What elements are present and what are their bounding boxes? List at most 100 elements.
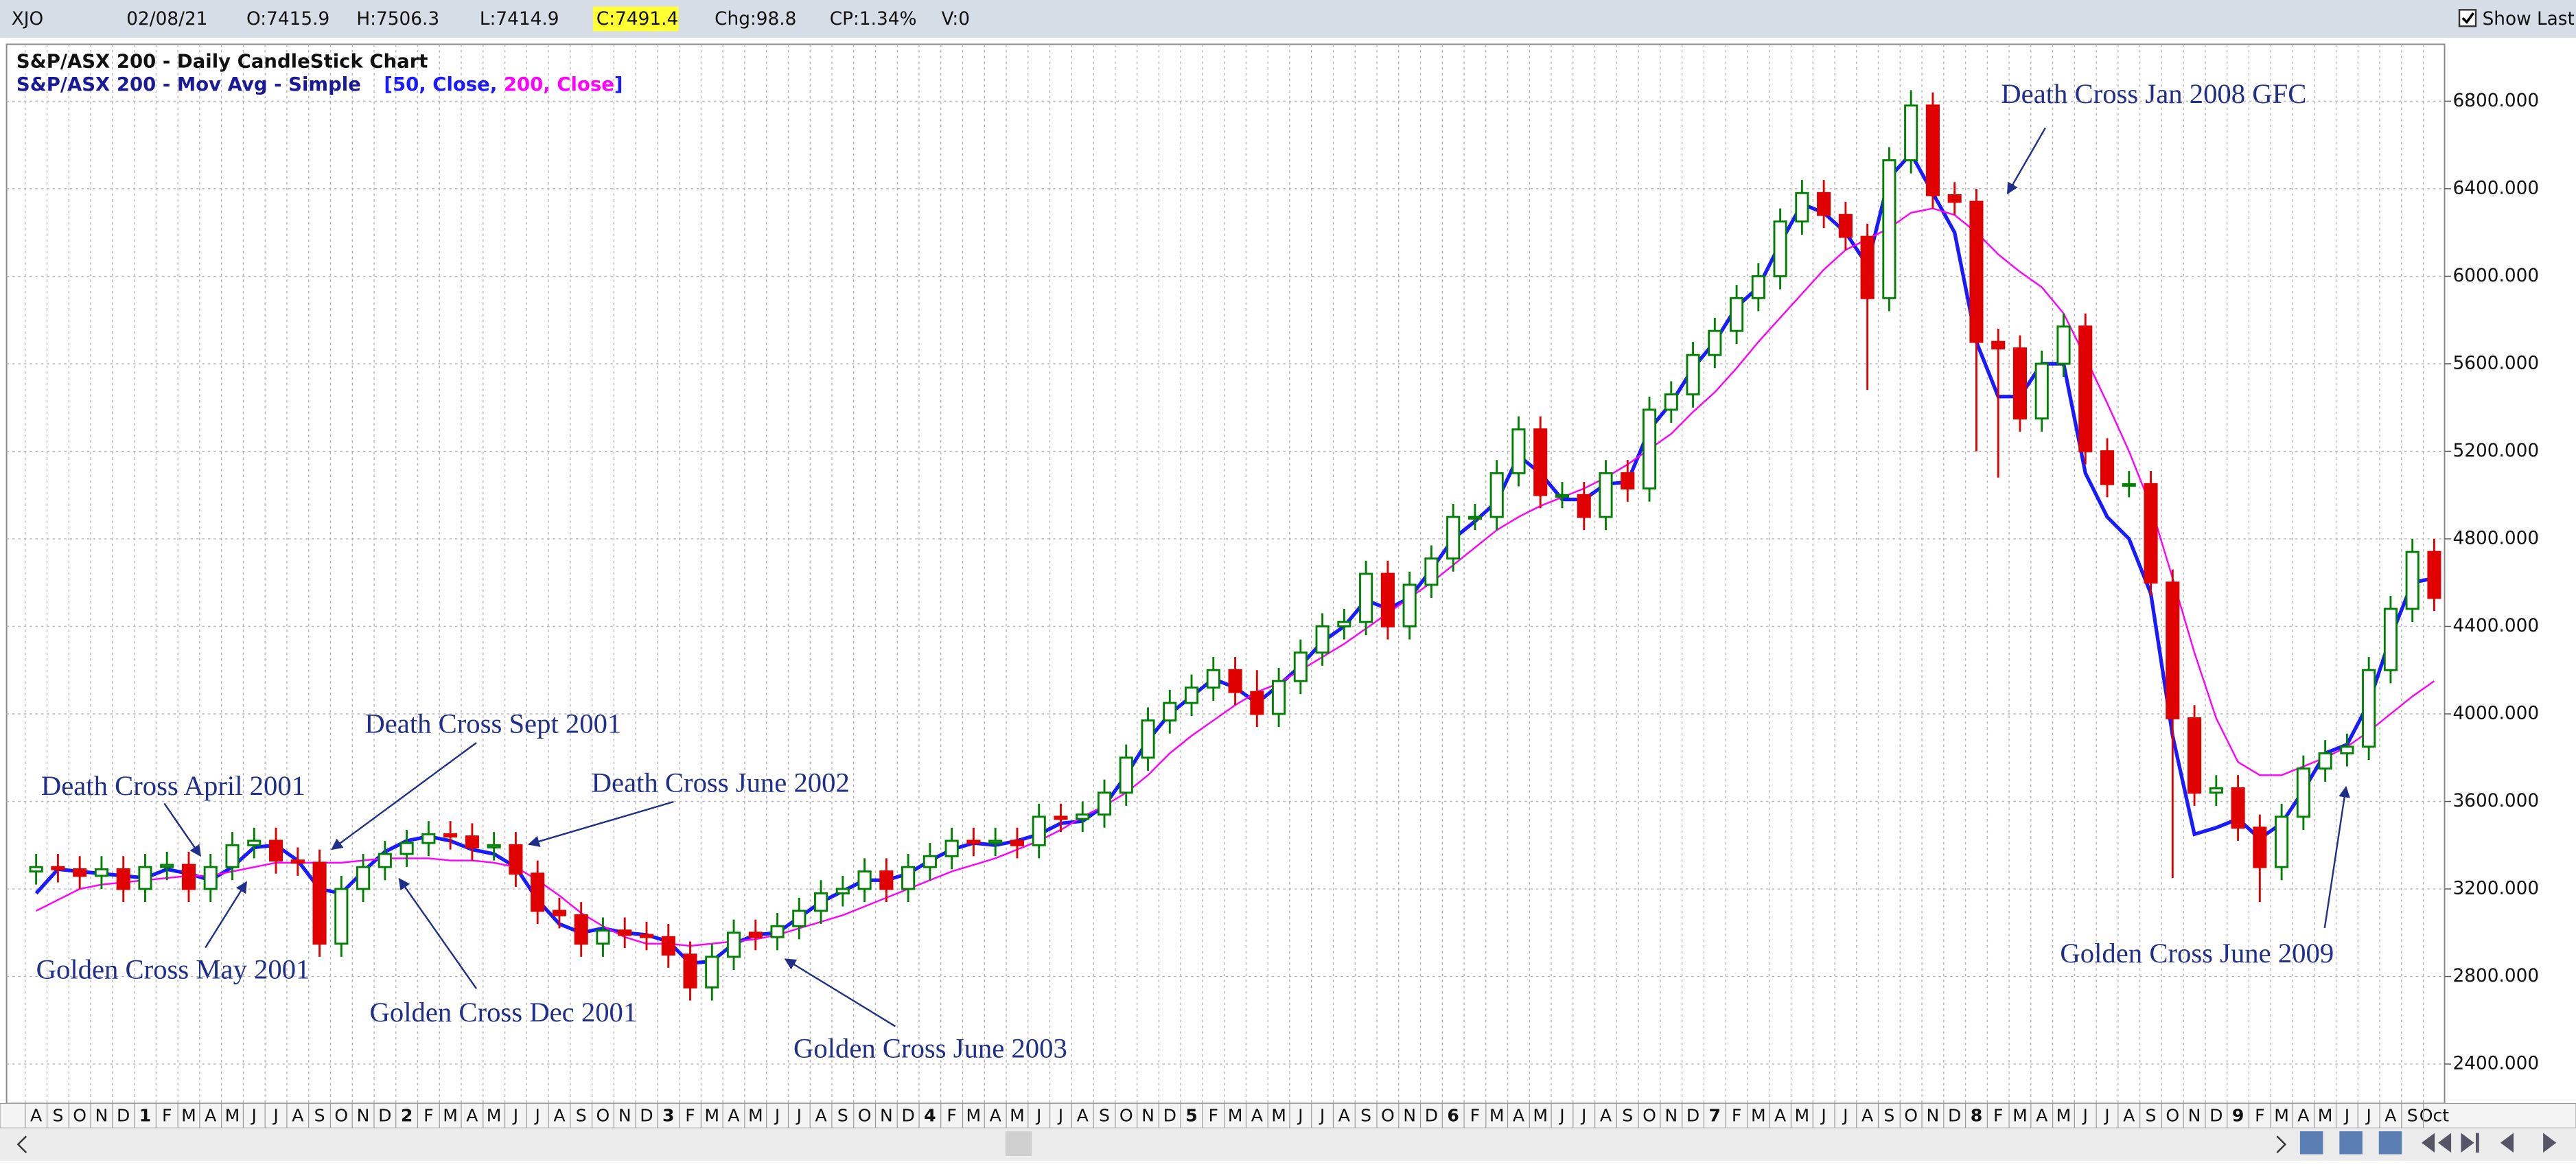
candle-body [378, 853, 392, 868]
x-tick-label: 8 [1971, 1106, 1982, 1126]
x-tick-label: N [1927, 1106, 1940, 1126]
legend-entry: 50, Close, [393, 73, 497, 95]
x-tick-label: F [2255, 1106, 2264, 1126]
candle-body [574, 914, 588, 945]
candle-body [683, 953, 697, 988]
nav-icon[interactable] [2461, 1133, 2479, 1153]
x-tick-label: M [966, 1106, 982, 1126]
x-tick-label: J [1580, 1106, 1586, 1126]
tool-icon[interactable] [2299, 1131, 2323, 1155]
candle-body [73, 868, 87, 877]
candle-body [487, 844, 501, 848]
candle-body [1511, 428, 1526, 474]
x-tick-label: A [2297, 1106, 2309, 1126]
x-tick-label: S [576, 1106, 587, 1126]
annotation-arrow [331, 742, 477, 850]
annotation-arrow [205, 881, 248, 949]
legend-bracket: ] [614, 73, 623, 95]
candle-body [1599, 472, 1613, 518]
x-tick-label: A [2384, 1106, 2396, 1126]
y-tick-label: 3600.000 [2452, 791, 2539, 811]
candle-body [225, 844, 240, 868]
x-tick-label: A [1774, 1106, 1786, 1126]
x-tick-label: M [225, 1106, 240, 1126]
scrollbar[interactable] [0, 1128, 2576, 1161]
x-tick-label: A [466, 1106, 478, 1126]
chart-title: S&P/ASX 200 - Daily CandleStick Chart [16, 51, 428, 73]
x-tick-label: N [357, 1106, 370, 1126]
x-tick-label: O [596, 1106, 610, 1126]
x-tick-label: S [1622, 1106, 1633, 1126]
x-tick-label: 5 [1185, 1106, 1197, 1126]
nav-icon[interactable] [2543, 1133, 2557, 1153]
x-tick-label: A [1338, 1106, 1350, 1126]
candle-body [814, 892, 828, 912]
x-tick-label: O [334, 1106, 348, 1126]
candle-body [1293, 651, 1308, 682]
x-tick-label: F [1209, 1106, 1218, 1126]
tool-icon[interactable] [2378, 1131, 2402, 1155]
x-tick-label: D [1948, 1106, 1961, 1126]
x-tick-label: M [748, 1106, 763, 1126]
candle-body [1206, 669, 1220, 689]
x-tick-label: J [2103, 1106, 2109, 1126]
candle-body [1555, 494, 1570, 498]
candle-body [421, 833, 436, 844]
candle-body [1097, 791, 1112, 816]
candle-body [1925, 104, 1940, 196]
x-tick-label: M [1533, 1106, 1548, 1126]
x-tick-label: J [1319, 1106, 1325, 1126]
candle-body [1991, 340, 2006, 350]
candle-body [1337, 621, 1351, 627]
show-last-checkbox[interactable] [2458, 9, 2477, 27]
candle-body [2166, 581, 2180, 719]
x-tick-label: O [1381, 1106, 1395, 1126]
x-tick-label: N [2188, 1106, 2201, 1126]
candle-body [1621, 472, 1635, 490]
candle-body [1141, 719, 1155, 759]
low: L:7414.9 [480, 9, 559, 30]
annotation-arrow [784, 958, 896, 1028]
y-tick-label: 2400.000 [2452, 1054, 2539, 1074]
x-tick-label: S [1883, 1106, 1894, 1126]
candle-body [2362, 669, 2376, 748]
candle-body [443, 833, 458, 837]
candle-body [2209, 787, 2223, 794]
candle-body [1708, 329, 1722, 356]
scroll-right[interactable] [2276, 1135, 2287, 1153]
change-pct: CP:1.34% [830, 9, 917, 30]
candle-body [1076, 813, 1090, 820]
nav-icon[interactable] [2422, 1133, 2452, 1153]
grid [6, 44, 2445, 1104]
candle-body [2122, 483, 2136, 487]
x-tick-label: O [1904, 1106, 1918, 1126]
x-tick-label: D [640, 1106, 653, 1126]
x-tick-label: N [1664, 1106, 1678, 1126]
x-tick-label: A [1251, 1106, 1263, 1126]
candle-body [268, 840, 283, 862]
annotation: Golden Cross June 2003 [793, 1032, 1067, 1063]
change: Chg:98.8 [715, 9, 796, 30]
candle-body [2188, 717, 2202, 794]
candle-body [1838, 213, 1853, 238]
x-tick-label: J [1842, 1106, 1848, 1126]
candle-body [835, 888, 850, 894]
candle-body [2318, 752, 2332, 770]
candle-body [1686, 354, 1700, 395]
scroll-thumb[interactable] [1005, 1131, 1032, 1156]
y-tick-label: 6400.000 [2452, 178, 2539, 198]
x-tick-label: M [487, 1106, 502, 1126]
x-tick-label: J [2343, 1106, 2349, 1126]
x-axis-strip [0, 1102, 2576, 1129]
x-tick-label: D [117, 1106, 130, 1126]
nav-icon[interactable] [2500, 1133, 2514, 1153]
candle-body [138, 866, 152, 890]
annotation-arrow [163, 802, 201, 857]
candle-body [1250, 691, 1264, 715]
date: 02/08/21 [126, 9, 207, 30]
show-last-label[interactable]: Show Last [2483, 9, 2575, 30]
scroll-left[interactable] [16, 1135, 27, 1153]
tool-icon[interactable] [2339, 1131, 2363, 1155]
y-tick-label: 4400.000 [2452, 616, 2539, 636]
candle-body [639, 934, 654, 938]
